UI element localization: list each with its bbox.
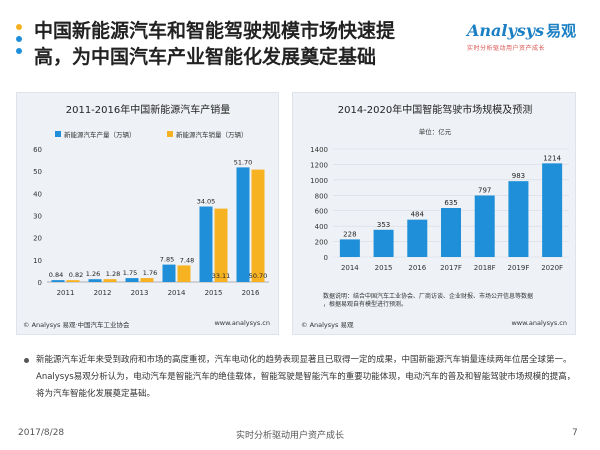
data-label-sales: 7.48	[180, 256, 194, 264]
data-label: 484	[411, 211, 425, 219]
data-label-sales: 50.70	[249, 272, 268, 280]
data-label: 797	[478, 187, 491, 195]
x-tick-label: 2017F	[440, 264, 462, 272]
logo-tagline: 实时分析驱动用户资产成长	[467, 45, 546, 52]
x-tick-label: 2014	[341, 264, 359, 272]
legend-swatch	[167, 131, 173, 137]
legend-label: 新能源汽车销量（万辆）	[176, 130, 248, 139]
slide-title: 中国新能源汽车和智能驾驶规模市场快速提 高，为中国汽车产业智能化发展奠定基础	[34, 18, 454, 70]
x-tick-label: 2013	[131, 289, 149, 297]
bar-production	[199, 206, 213, 282]
left-chart-panel: 2011-2016年中国新能源汽车产销量新能源汽车产量（万辆） 新能源汽车销量（万…	[16, 92, 279, 335]
y-tick-label: 20	[33, 235, 42, 243]
data-label-production: 1.75	[123, 269, 137, 277]
legend-label: 新能源汽车产量（万辆）	[64, 130, 136, 139]
y-tick-label: 200	[315, 239, 328, 247]
y-tick-label: 1400	[310, 146, 328, 154]
x-tick-label: 2015	[205, 289, 223, 297]
bar-market-size	[339, 239, 360, 257]
y-tick-label: 1200	[310, 161, 328, 169]
y-tick-label: 40	[33, 190, 42, 198]
right-chart-note1: 数据说明：结合中国汽车工业协会、厂商访谈、企业财报、市场公开信息等数据	[323, 293, 534, 300]
bar-sales	[66, 280, 80, 282]
bar-market-size	[373, 229, 394, 257]
bar-sales	[251, 169, 265, 282]
data-label-production: 34.05	[197, 198, 216, 206]
bar-production	[162, 264, 176, 282]
y-tick-label: 400	[315, 223, 328, 231]
logo-cn: 易观	[546, 22, 577, 40]
data-label: 635	[444, 199, 457, 207]
summary-text: 新能源汽车近年来受到政府和市场的高度重视，汽车电动化的趋势表现显著且已取得一定的…	[36, 355, 576, 399]
logo-text: Analysys	[467, 21, 545, 40]
chart-title: 2014-2020年中国智能驾驶市场规模及预测	[338, 103, 533, 116]
decor-dot	[16, 36, 22, 42]
title-decoration	[16, 24, 24, 60]
bar-sales	[140, 278, 154, 282]
footer-date: 2017/8/28	[18, 428, 65, 438]
bar-sales	[103, 279, 117, 282]
bar-production	[88, 279, 102, 282]
right-chart-source: © Analysys 易观	[301, 321, 354, 329]
data-label: 228	[343, 230, 356, 238]
page-number: 7	[572, 428, 578, 438]
bar-market-size	[474, 195, 495, 257]
bar-sales	[214, 208, 228, 282]
footer-tagline: 实时分析驱动用户资产成长	[236, 431, 345, 441]
data-label-sales: 1.76	[143, 269, 157, 277]
bar-production	[125, 278, 139, 282]
data-label-production: 1.26	[86, 270, 100, 278]
data-label: 353	[377, 221, 390, 229]
right-chart-panel: 2014-2020年中国智能驾驶市场规模及预测单位：亿元 0 200 400 600 80…	[292, 92, 576, 335]
y-tick-label: 50	[33, 168, 42, 176]
x-tick-label: 2012	[94, 289, 112, 297]
x-tick-label: 2011	[57, 289, 75, 297]
x-tick-label: 2015	[375, 264, 393, 272]
bar-production	[236, 167, 250, 282]
analysys-logo: Analysys 易观 实时分析驱动用户资产成长	[467, 20, 587, 52]
right-chart-site: www.analysys.cn	[511, 319, 567, 327]
data-label-sales: 1.28	[106, 270, 120, 278]
y-tick-label: 10	[33, 257, 42, 265]
y-tick-label: 60	[33, 146, 42, 154]
y-tick-label: 1000	[310, 177, 328, 185]
bar-production	[51, 280, 65, 282]
chart-title: 2011-2016年中国新能源汽车产销量	[66, 103, 231, 116]
left-chart-site: www.analysys.cn	[214, 319, 270, 327]
decor-dot	[16, 24, 22, 30]
bullet-dot	[24, 358, 29, 363]
bar-sales	[177, 265, 191, 282]
x-tick-label: 2020F	[541, 264, 563, 272]
bar-market-size	[441, 208, 461, 257]
y-tick-label: 30	[33, 213, 42, 221]
y-tick-label: 0	[324, 254, 328, 262]
y-tick-label: 0	[38, 279, 42, 287]
data-label: 983	[512, 172, 525, 180]
chart-unit: 单位：亿元	[419, 127, 452, 136]
x-tick-label: 2018F	[474, 264, 496, 272]
data-label: 1214	[543, 154, 561, 162]
right-chart-note2: ，根据易观自有模型进行预测。	[323, 301, 408, 308]
legend-swatch	[55, 131, 61, 137]
decor-dot	[16, 48, 22, 54]
data-label-production: 7.85	[160, 256, 174, 264]
data-label-production: 51.70	[234, 158, 253, 166]
x-tick-label: 2016	[408, 264, 426, 272]
x-tick-label: 2014	[168, 289, 186, 297]
data-label-production: 0.84	[49, 271, 63, 279]
y-tick-label: 800	[315, 192, 328, 200]
data-label-sales: 0.82	[69, 271, 83, 279]
x-tick-label: 2016	[242, 289, 260, 297]
left-chart-source: © Analysys 易观·中国汽车工业协会	[23, 321, 130, 329]
data-label-sales: 33.11	[212, 272, 231, 280]
bar-market-size	[407, 219, 428, 257]
y-tick-label: 600	[315, 208, 328, 216]
bar-market-size	[508, 181, 529, 257]
x-tick-label: 2019F	[508, 264, 530, 272]
slide-title-line2: 高，为中国汽车产业智能化发展奠定基础	[34, 46, 377, 68]
slide-title-line1: 中国新能源汽车和智能驾驶规模市场快速提	[34, 20, 396, 42]
bar-market-size	[542, 163, 563, 257]
